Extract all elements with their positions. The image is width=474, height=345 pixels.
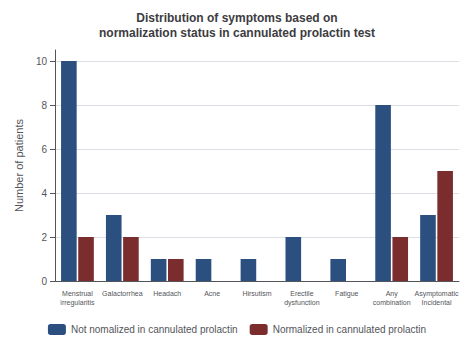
svg-text:Incidental: Incidental	[422, 299, 452, 306]
svg-text:Asymptomatic: Asymptomatic	[415, 290, 459, 298]
svg-text:4: 4	[41, 188, 47, 199]
svg-text:Acne: Acne	[204, 290, 220, 297]
svg-text:Hirsutism: Hirsutism	[242, 290, 271, 297]
svg-text:Not nomalized in cannulated pr: Not nomalized in cannulated prolactin	[71, 324, 238, 335]
svg-text:2: 2	[41, 232, 47, 243]
svg-text:Menstrual: Menstrual	[62, 290, 93, 297]
svg-text:normalization status in cannul: normalization status in cannulated prola…	[99, 26, 375, 40]
svg-text:Distribution of symptoms based: Distribution of symptoms based on	[136, 11, 337, 25]
svg-text:Fatigue: Fatigue	[335, 290, 358, 298]
svg-text:Normalized in cannulated prola: Normalized in cannulated prolactin	[273, 324, 426, 335]
svg-text:combination: combination	[373, 299, 411, 306]
svg-text:0: 0	[41, 276, 47, 287]
svg-text:8: 8	[41, 100, 47, 111]
svg-text:Galactorrhea: Galactorrhea	[102, 290, 143, 297]
svg-text:irregularitis: irregularitis	[60, 299, 95, 307]
svg-text:Any: Any	[386, 290, 399, 298]
svg-text:6: 6	[41, 144, 47, 155]
svg-text:Number of patients: Number of patients	[13, 119, 25, 212]
svg-text:Erectile: Erectile	[290, 290, 313, 297]
svg-text:10: 10	[36, 56, 48, 67]
svg-text:Headach: Headach	[153, 290, 181, 297]
svg-text:dysfunction: dysfunction	[284, 299, 320, 307]
